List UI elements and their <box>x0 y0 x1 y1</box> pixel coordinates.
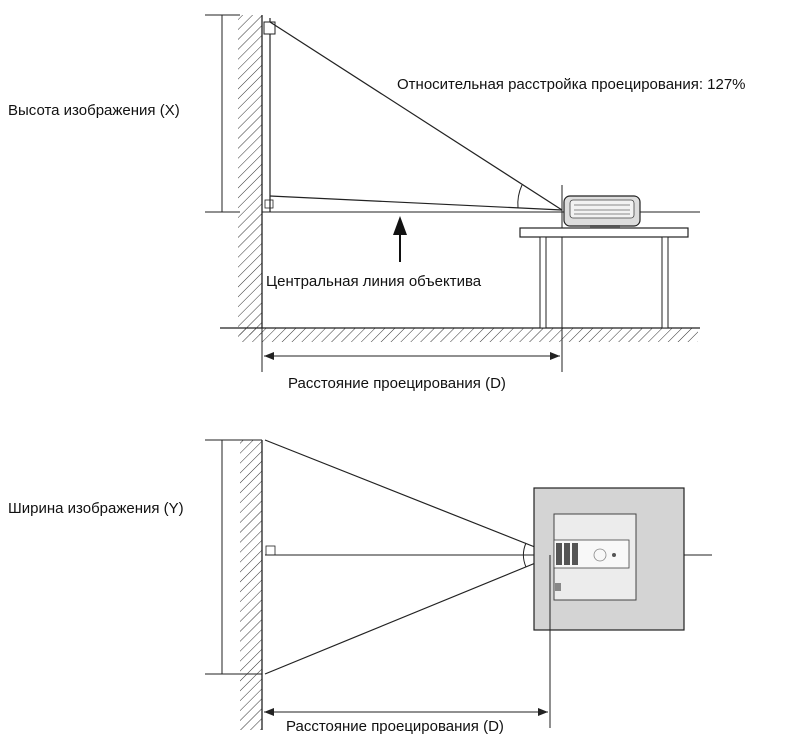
projector-top <box>533 487 685 631</box>
wall-hatching-top <box>240 440 262 730</box>
projection-ray-bottom-side <box>269 195 563 211</box>
distance-arrow-right-side <box>550 352 560 360</box>
table-leg-right <box>661 236 669 329</box>
projection-ray-upper-top <box>264 439 556 556</box>
top-view <box>205 439 712 730</box>
projection-offset-label: Относительная расстройка проецирования: … <box>397 76 746 93</box>
projection-ray-top-side <box>269 21 563 211</box>
lens-center-line-label: Центральная линия объектива <box>266 273 482 290</box>
wall-hatching-side <box>238 15 262 335</box>
image-height-label: Высота изображения (X) <box>8 102 180 119</box>
projection-angle-arc-top <box>522 542 527 568</box>
right-angle-marker-top <box>265 545 276 556</box>
image-width-label: Ширина изображения (Y) <box>8 500 184 517</box>
distance-arrow-left-top <box>264 708 274 716</box>
right-angle-marker-side <box>264 199 274 209</box>
lens-center-arrow-head <box>393 216 407 235</box>
projection-distance-label-top: Расстояние проецирования (D) <box>286 718 504 735</box>
distance-arrow-left-side <box>264 352 274 360</box>
floor-hatching <box>238 328 698 342</box>
projection-ray-lower-top <box>264 554 556 675</box>
projection-angle-arc-side <box>517 184 523 209</box>
projector-side <box>563 195 641 228</box>
table-leg-left <box>539 236 547 329</box>
table-top <box>519 227 689 238</box>
projection-distance-label-side: Расстояние проецирования (D) <box>288 375 506 392</box>
distance-arrow-right-top <box>538 708 548 716</box>
side-view <box>205 14 700 372</box>
screen-top-marker <box>263 21 276 35</box>
